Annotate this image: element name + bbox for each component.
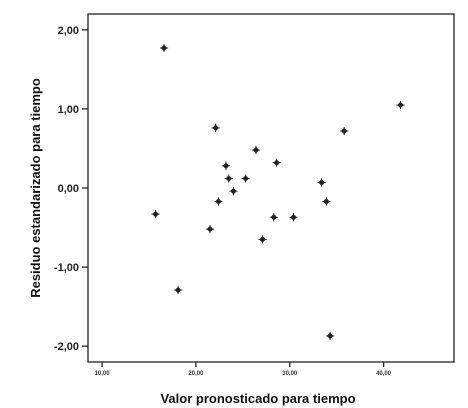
y-tick-label: -2,00 [54,341,79,353]
data-point [269,213,278,222]
x-tick-label: 10,00 [95,371,111,377]
y-tick-label: 1,00 [58,104,79,116]
x-tick-label: 40,00 [376,371,392,377]
data-point [229,187,238,196]
data-point [251,145,261,155]
data-point [173,285,183,295]
data-point [272,158,281,167]
x-tick-label: 20,00 [188,371,204,377]
data-point [258,235,267,244]
data-point [221,161,231,170]
data-point [151,210,160,219]
x-tick-label: 30,00 [282,371,298,377]
data-point [224,174,233,183]
y-tick-label: 0,00 [58,183,79,195]
data-point [214,197,223,206]
y-tick-label: 2,00 [58,25,79,37]
data-points [151,43,405,340]
data-point [396,100,405,110]
x-axis-label: Valor pronosticado para tiempo [160,391,355,406]
y-tick-label: -1,00 [54,262,79,274]
y-axis-label: Residuo estandarizado para tiempo [28,78,43,298]
data-point [340,126,349,136]
plot-frame [87,13,455,363]
data-point [326,331,335,340]
data-point [317,178,326,187]
data-point [241,174,250,183]
data-point [211,123,220,132]
data-point [322,197,331,206]
y-axis-ticks: 2,00 1,00 0,00 -1,00 -2,00 [54,25,88,353]
data-point [205,225,215,234]
data-point [159,43,169,53]
data-point [289,213,298,222]
x-axis-ticks: 10,00 20,00 30,00 40,00 [95,362,392,377]
